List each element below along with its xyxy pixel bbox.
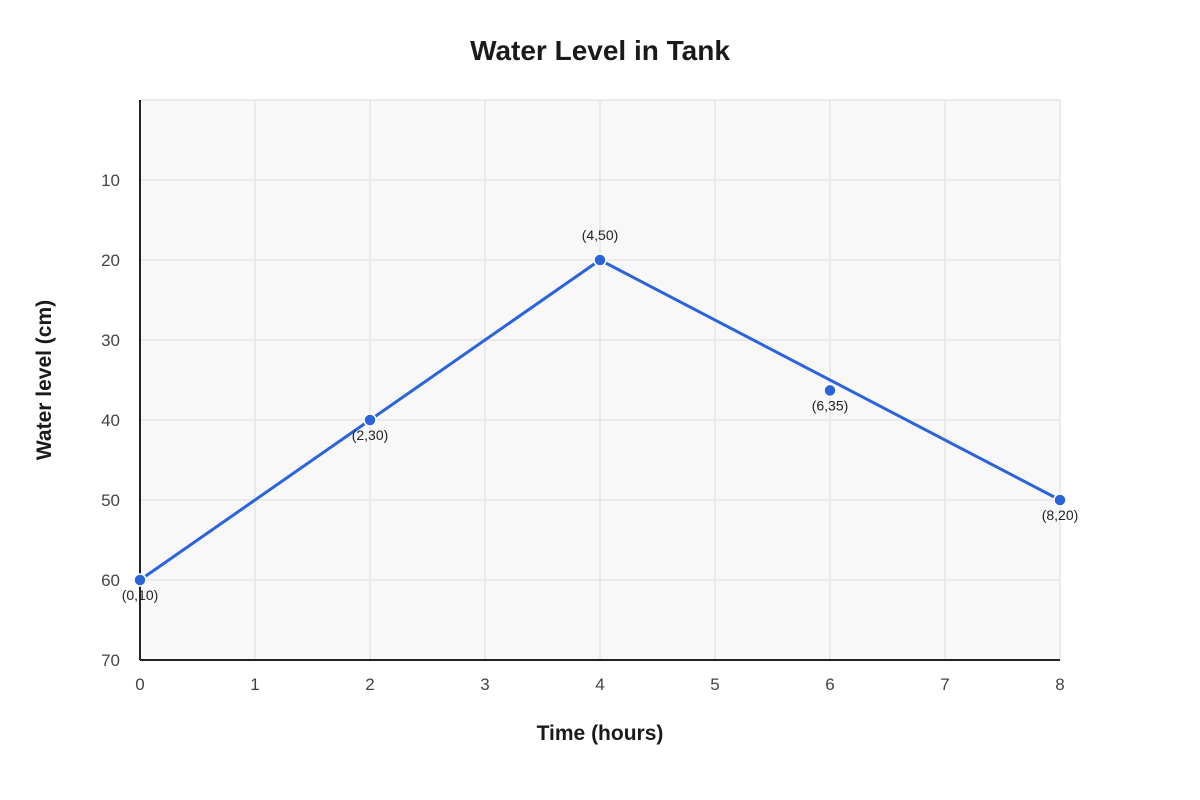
x-tick-label: 8 [1055,675,1064,694]
data-series [133,253,1067,587]
y-tick-label: 70 [101,651,120,670]
x-tick-label: 6 [825,675,834,694]
chart-title: Water Level in Tank [470,35,730,66]
data-point [593,253,607,267]
y-tick-label: 30 [101,331,120,350]
x-axis-title: Time (hours) [537,722,664,745]
x-tick-label: 4 [595,675,604,694]
point-label: (0,10) [122,587,159,603]
point-label: (6,35) [812,397,849,413]
data-point [1053,493,1067,507]
y-tick-label: 40 [101,411,120,430]
y-axis-title: Water level (cm) [33,300,56,460]
y-tick-label: 50 [101,491,120,510]
y-tick-label: 10 [101,171,120,190]
tick-labels: 0 1 2 3 4 5 6 7 8 10 20 30 40 50 60 70 [101,171,1065,694]
x-tick-label: 2 [365,675,374,694]
x-tick-label: 5 [710,675,719,694]
axes [139,100,1060,661]
series-line [139,258,1061,582]
point-labels: (0,10) (2,30) (4,50) (6,35) (8,20) [122,227,1079,603]
point-label: (4,50) [582,227,619,243]
x-tick-label: 7 [940,675,949,694]
x-tick-label: 1 [250,675,259,694]
point-label: (8,20) [1042,507,1079,523]
point-label: (2,30) [352,427,389,443]
data-point [363,413,377,427]
x-tick-label: 3 [480,675,489,694]
x-tick-label: 0 [135,675,144,694]
data-point [823,383,837,398]
y-tick-label: 60 [101,571,120,590]
data-point [133,573,147,587]
y-tick-label: 20 [101,251,120,270]
